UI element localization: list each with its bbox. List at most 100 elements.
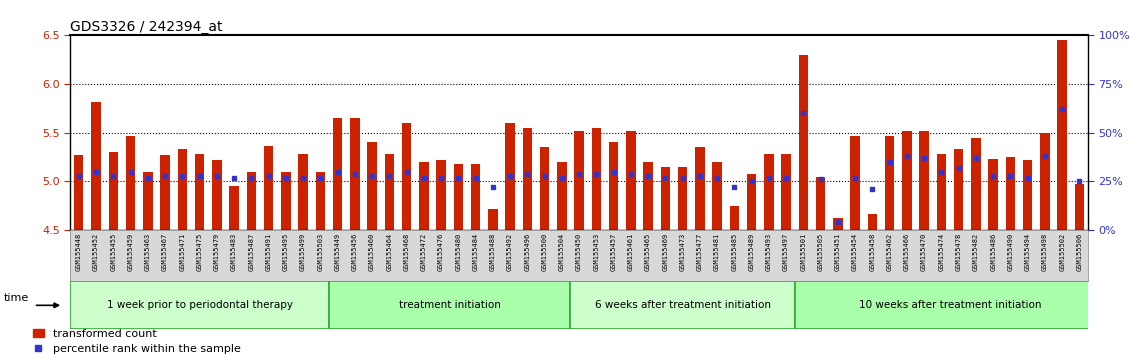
Bar xyxy=(782,154,791,230)
Text: GSM155497: GSM155497 xyxy=(783,233,789,271)
Bar xyxy=(523,128,532,230)
Bar xyxy=(368,142,377,230)
Bar xyxy=(920,131,929,230)
Bar xyxy=(644,162,653,230)
Bar xyxy=(333,118,343,230)
Bar xyxy=(280,172,291,230)
Text: GSM155489: GSM155489 xyxy=(749,233,754,271)
Bar xyxy=(867,213,878,230)
Bar xyxy=(1041,133,1050,230)
Text: GSM155467: GSM155467 xyxy=(162,233,169,271)
Bar xyxy=(677,167,688,230)
Text: GSM155482: GSM155482 xyxy=(973,233,978,271)
Text: GSM155471: GSM155471 xyxy=(180,233,185,271)
Text: GSM155485: GSM155485 xyxy=(732,233,737,271)
Text: GSM155505: GSM155505 xyxy=(818,233,823,271)
Bar xyxy=(506,123,515,230)
Text: GSM155451: GSM155451 xyxy=(835,233,840,271)
Text: time: time xyxy=(3,293,28,303)
Bar xyxy=(936,154,947,230)
Bar xyxy=(539,147,550,230)
Text: GSM155493: GSM155493 xyxy=(766,233,771,271)
Text: GSM155479: GSM155479 xyxy=(214,233,219,271)
Bar xyxy=(349,118,360,230)
Legend: transformed count, percentile rank within the sample: transformed count, percentile rank withi… xyxy=(28,324,245,354)
Text: GSM155504: GSM155504 xyxy=(559,233,564,271)
Bar xyxy=(454,164,463,230)
Bar xyxy=(851,136,860,230)
Bar xyxy=(1074,184,1085,230)
Text: GSM155491: GSM155491 xyxy=(266,233,271,271)
Text: GSM155462: GSM155462 xyxy=(887,233,892,271)
Text: GSM155448: GSM155448 xyxy=(76,233,81,271)
Bar xyxy=(570,281,795,329)
Text: GSM155452: GSM155452 xyxy=(93,233,100,271)
Bar xyxy=(329,281,570,329)
Text: GSM155481: GSM155481 xyxy=(714,233,720,271)
Text: GSM155484: GSM155484 xyxy=(473,233,478,271)
Bar xyxy=(608,142,619,230)
Bar xyxy=(74,155,84,230)
Text: GSM155498: GSM155498 xyxy=(1042,233,1048,271)
Text: GSM155449: GSM155449 xyxy=(335,233,340,271)
Text: 6 weeks after treatment initiation: 6 weeks after treatment initiation xyxy=(595,300,770,310)
Text: GSM155492: GSM155492 xyxy=(507,233,513,271)
Bar xyxy=(746,174,757,230)
Bar xyxy=(661,167,670,230)
Text: GSM155494: GSM155494 xyxy=(1025,233,1030,271)
Bar xyxy=(470,164,481,230)
Bar xyxy=(316,172,325,230)
Bar xyxy=(627,131,636,230)
Bar xyxy=(437,160,446,230)
Text: GSM155453: GSM155453 xyxy=(594,233,599,271)
Bar xyxy=(1057,40,1067,230)
Bar xyxy=(558,162,567,230)
Text: GSM155464: GSM155464 xyxy=(387,233,392,271)
Bar xyxy=(195,154,205,230)
Bar xyxy=(765,154,774,230)
Bar xyxy=(211,160,222,230)
Bar xyxy=(713,162,722,230)
Bar xyxy=(70,281,329,329)
Text: GSM155490: GSM155490 xyxy=(1008,233,1013,271)
Bar xyxy=(299,154,308,230)
Bar xyxy=(988,159,998,230)
Bar xyxy=(385,154,394,230)
Text: GSM155468: GSM155468 xyxy=(404,233,409,271)
Text: 1 week prior to periodontal therapy: 1 week prior to periodontal therapy xyxy=(106,300,293,310)
Bar xyxy=(884,136,895,230)
Bar xyxy=(109,152,118,230)
Text: GSM155463: GSM155463 xyxy=(145,233,150,271)
Bar xyxy=(815,177,826,230)
Text: GSM155454: GSM155454 xyxy=(852,233,858,271)
Text: GSM155500: GSM155500 xyxy=(542,233,547,271)
Text: GSM155483: GSM155483 xyxy=(231,233,238,271)
Bar xyxy=(1005,157,1016,230)
Text: GSM155488: GSM155488 xyxy=(490,233,495,271)
Text: GSM155465: GSM155465 xyxy=(645,233,651,271)
Bar xyxy=(489,209,498,230)
Bar xyxy=(798,55,808,230)
Text: GSM155470: GSM155470 xyxy=(921,233,927,271)
Text: GSM155495: GSM155495 xyxy=(283,233,288,271)
Bar xyxy=(834,218,843,230)
Text: GSM155506: GSM155506 xyxy=(1077,233,1082,271)
Bar xyxy=(729,206,739,230)
Text: GSM155456: GSM155456 xyxy=(352,233,357,271)
Bar xyxy=(230,186,239,230)
Text: GSM155499: GSM155499 xyxy=(300,233,307,271)
Bar xyxy=(92,102,101,230)
Bar xyxy=(126,136,136,230)
Bar xyxy=(972,138,981,230)
Text: GSM155474: GSM155474 xyxy=(939,233,944,271)
Bar xyxy=(1022,160,1033,230)
Bar xyxy=(264,146,274,230)
Bar xyxy=(592,128,601,230)
Bar xyxy=(575,131,584,230)
Text: GSM155459: GSM155459 xyxy=(128,233,133,271)
Bar xyxy=(161,155,170,230)
Text: GSM155458: GSM155458 xyxy=(870,233,875,271)
Text: GSM155466: GSM155466 xyxy=(904,233,909,271)
Bar xyxy=(420,162,429,230)
Text: treatment initiation: treatment initiation xyxy=(399,300,501,310)
